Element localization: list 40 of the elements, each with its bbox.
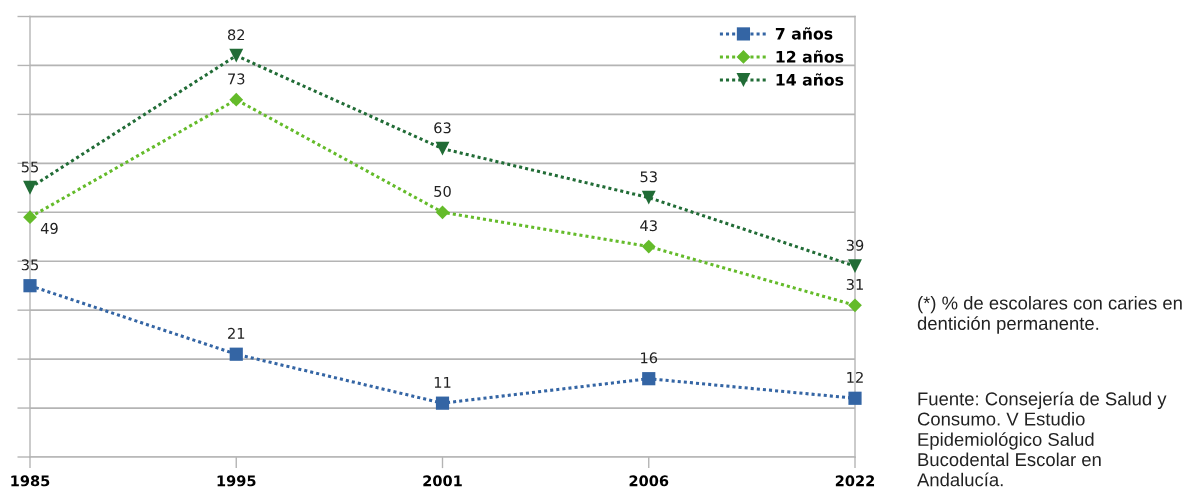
point bbox=[229, 347, 243, 361]
data-label: 39 bbox=[846, 239, 864, 251]
x-tick-label: 1995 bbox=[217, 475, 256, 487]
point bbox=[642, 372, 656, 386]
legend-label: 14 años bbox=[776, 73, 844, 86]
x-tick-label: 2022 bbox=[835, 475, 875, 487]
data-label: 55 bbox=[21, 161, 38, 173]
data-label: 35 bbox=[21, 259, 38, 271]
data-label: 11 bbox=[434, 377, 451, 388]
data-label: 21 bbox=[228, 327, 245, 339]
legend-label: 12 años bbox=[776, 50, 844, 63]
data-label: 50 bbox=[434, 185, 451, 197]
point bbox=[23, 279, 37, 293]
source-note: Fuente: Consejería de Salud y Consumo. V Estudio Epidemiológico Salud Bucodental Escolar en Andalucía. bbox=[917, 391, 1167, 487]
point bbox=[848, 391, 862, 405]
point bbox=[435, 141, 450, 156]
point bbox=[229, 92, 244, 107]
point bbox=[848, 298, 862, 313]
point bbox=[641, 239, 656, 254]
data-label: 31 bbox=[846, 278, 863, 290]
x-tick-label: 2001 bbox=[423, 475, 462, 487]
point bbox=[23, 210, 37, 225]
text: (*) % de escolares con caries en dentición permanente. bbox=[917, 296, 1182, 334]
point bbox=[23, 180, 37, 195]
x-tick-label: 1985 bbox=[11, 475, 50, 487]
data-label: 63 bbox=[434, 122, 451, 134]
point bbox=[435, 205, 450, 220]
point bbox=[435, 396, 450, 410]
data-label: 82 bbox=[227, 29, 245, 41]
point bbox=[848, 259, 862, 274]
legend-label: 7 años bbox=[775, 27, 833, 40]
data-label: 12 bbox=[847, 371, 863, 383]
data-label: 49 bbox=[40, 222, 58, 234]
data-label: 53 bbox=[640, 171, 657, 183]
data-label: 73 bbox=[228, 73, 245, 85]
point bbox=[641, 190, 656, 205]
x-tick-label: 2006 bbox=[629, 475, 669, 487]
point bbox=[229, 48, 244, 63]
data-label: 16 bbox=[641, 352, 658, 364]
data-label: 43 bbox=[640, 220, 657, 232]
